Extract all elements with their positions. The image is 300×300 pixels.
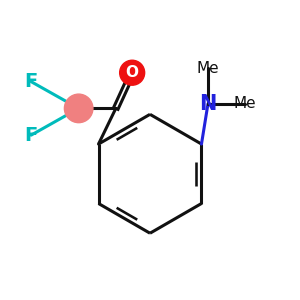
Circle shape	[64, 94, 93, 123]
Circle shape	[120, 60, 145, 85]
Text: F: F	[25, 72, 38, 91]
Text: O: O	[126, 65, 139, 80]
Text: Me: Me	[196, 61, 219, 76]
Text: N: N	[199, 94, 217, 114]
Text: Me: Me	[234, 96, 256, 111]
Text: F: F	[25, 126, 38, 145]
